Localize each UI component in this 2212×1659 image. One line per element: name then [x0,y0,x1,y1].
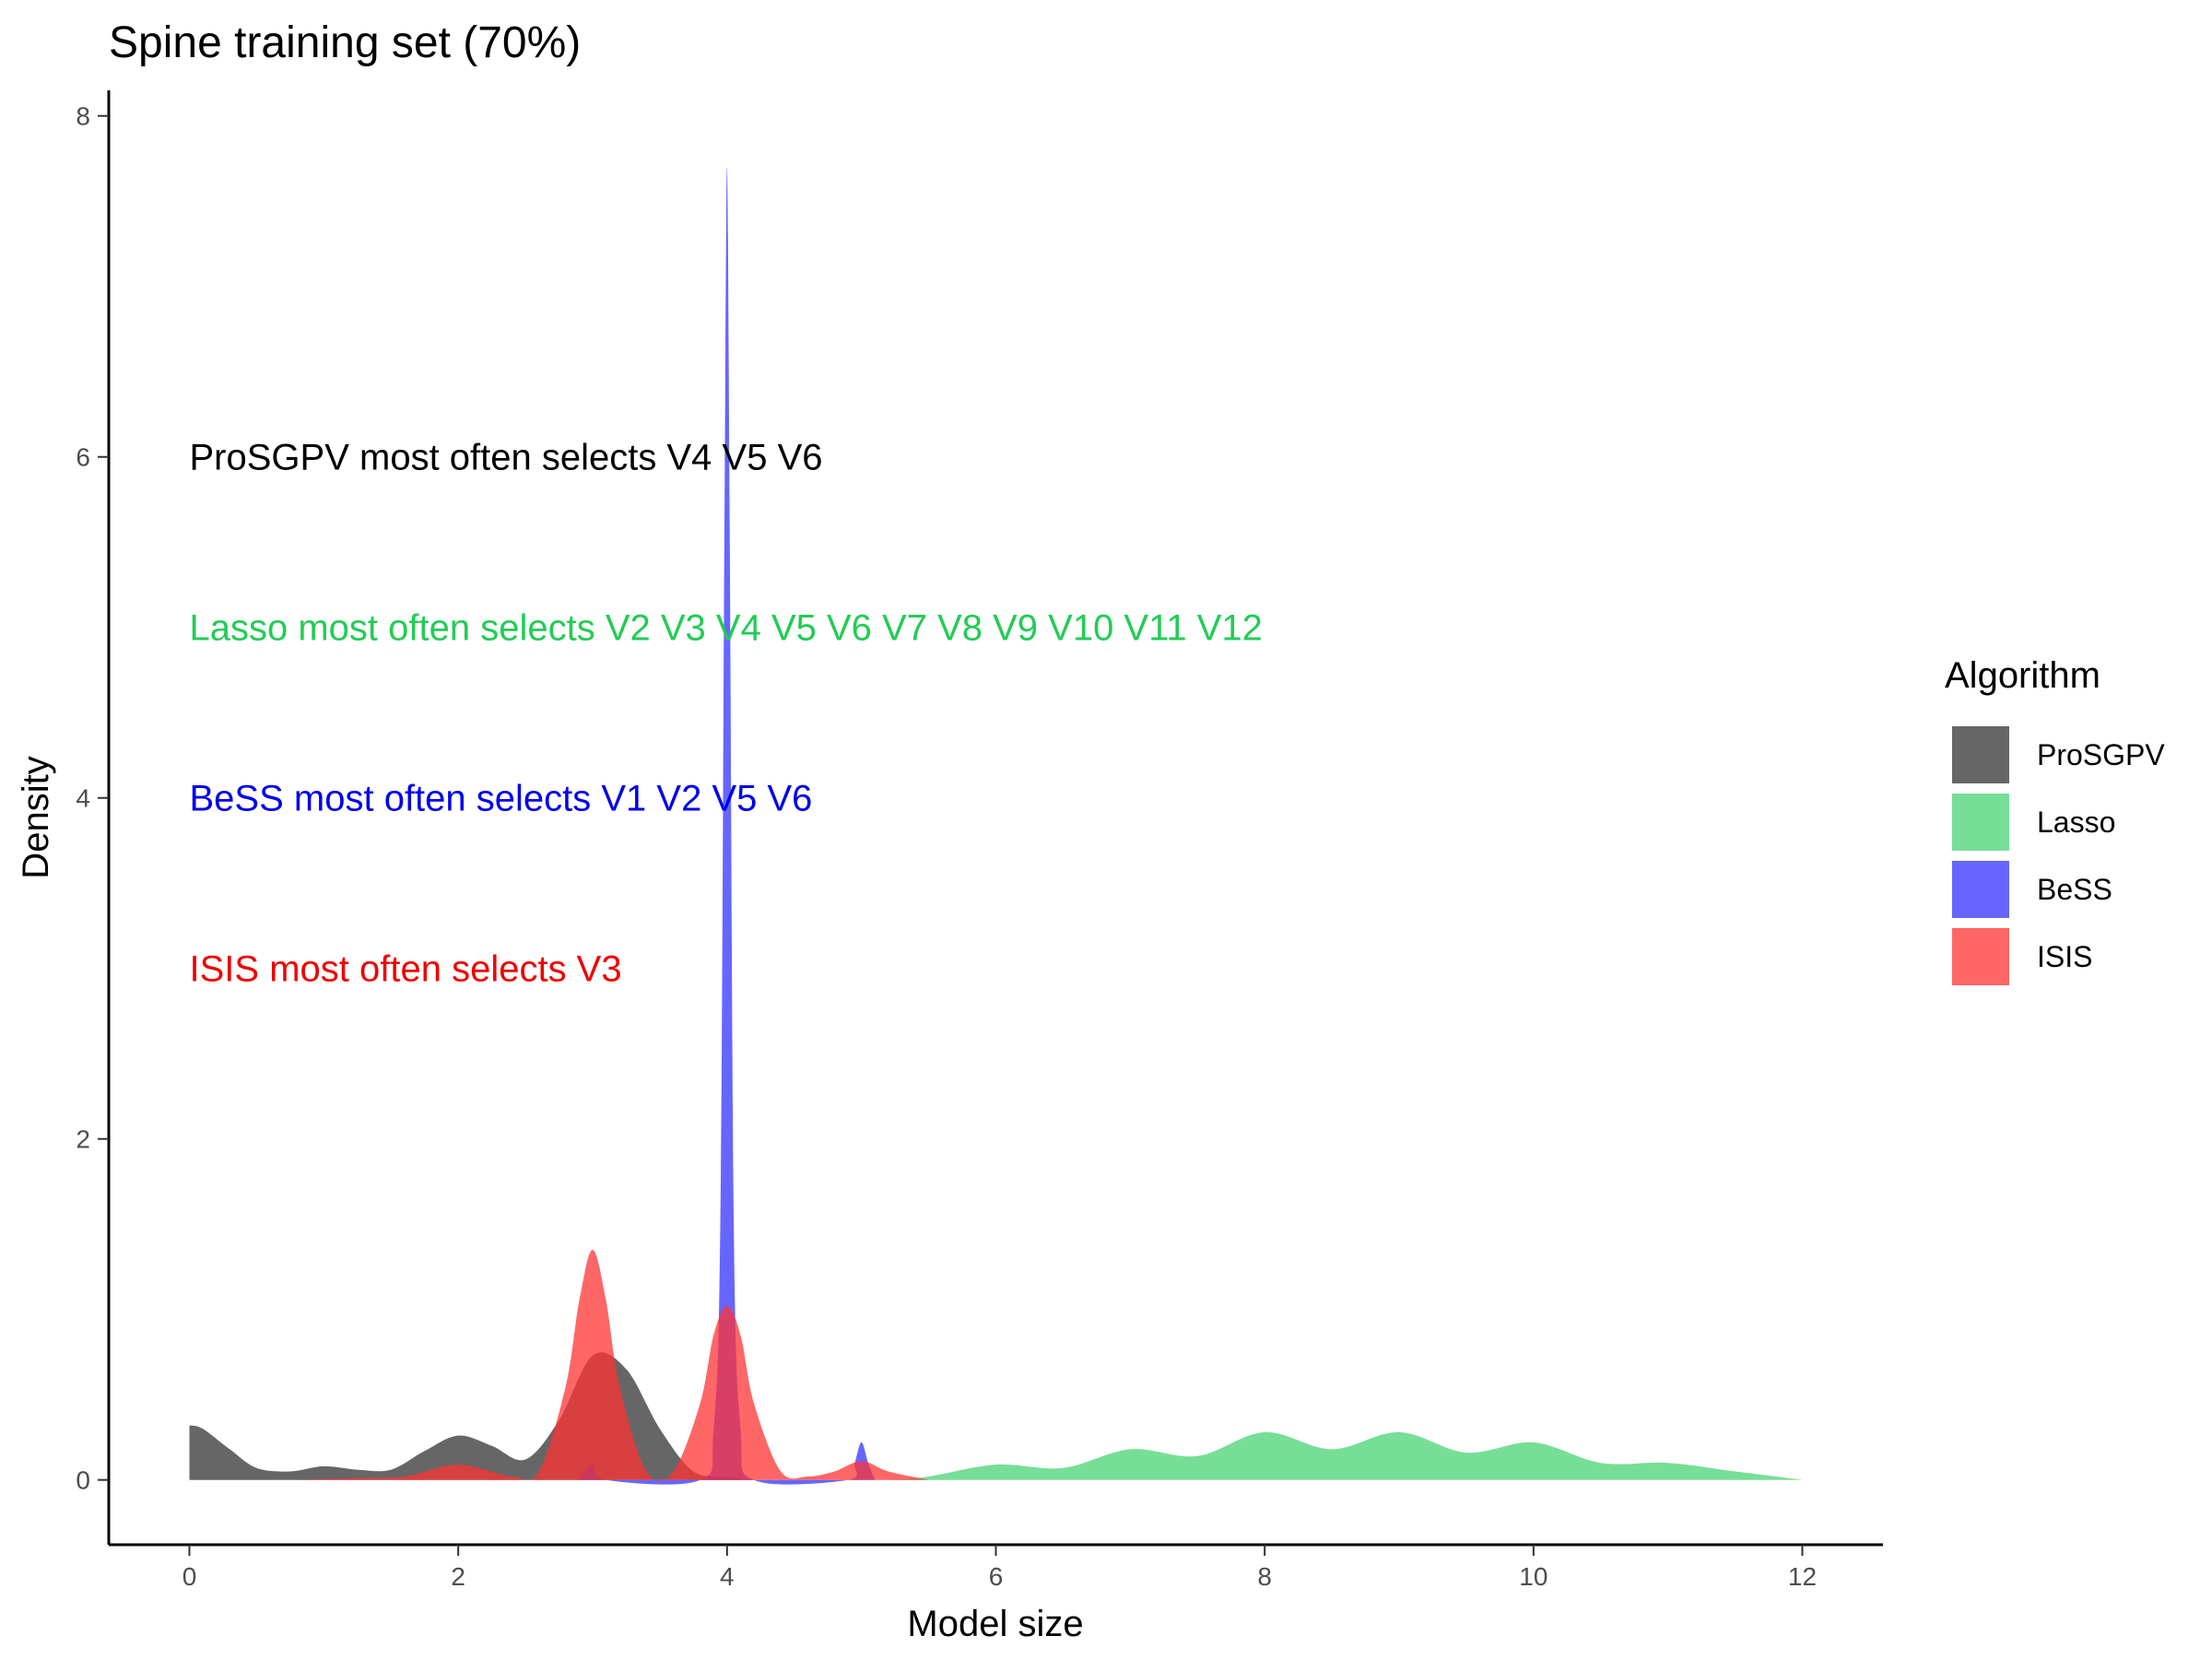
x-axis-title: Model size [907,1604,1083,1644]
y-tick-label: 8 [76,102,90,131]
x-tick-label: 2 [451,1562,465,1591]
y-tick-label: 4 [76,784,90,813]
x-tick-label: 10 [1519,1562,1547,1591]
y-tick-label: 6 [76,443,90,472]
legend-swatch-prosgpv [1952,726,2009,783]
legend-label-isis: ISIS [2037,940,2092,973]
y-ticks: 0 2 4 6 8 [76,102,109,1495]
annotations: ProSGPV most often selects V4 V5 V6 Lasso… [190,438,1263,990]
legend-label-bess: BeSS [2037,873,2112,906]
x-tick-label: 6 [989,1562,1004,1591]
annotation-4: ISIS most often selects V3 [190,949,622,990]
annotation-1: ProSGPV most often selects V4 V5 V6 [190,438,823,478]
density-area-lasso [888,1431,1803,1480]
x-tick-label: 12 [1788,1562,1817,1591]
legend: Algorithm ProSGPV Lasso BeSS ISIS [1945,655,2165,987]
legend-swatch-isis [1952,928,2009,985]
y-tick-label: 0 [76,1466,90,1495]
x-tick-label: 4 [720,1562,735,1591]
annotation-3: BeSS most often selects V1 V2 V5 V6 [190,779,813,819]
density-area-prosgpv [189,1352,754,1480]
y-tick-label: 2 [76,1125,90,1154]
plot-areas [189,167,1803,1485]
x-tick-label: 8 [1257,1562,1272,1591]
y-axis-title: Density [16,756,56,878]
density-area-isis [297,1250,929,1481]
density-area-bess [579,167,876,1485]
legend-label-lasso: Lasso [2037,806,2115,839]
legend-swatch-lasso [1952,794,2009,851]
x-tick-label: 0 [182,1562,197,1591]
legend-title: Algorithm [1945,655,2100,696]
x-ticks: 0 2 4 6 8 10 12 [182,1545,1817,1591]
legend-swatch-bess [1952,861,2009,918]
chart-title: Spine training set (70%) [109,18,581,67]
annotation-2: Lasso most often selects V2 V3 V4 V5 V6 … [190,608,1263,649]
legend-label-prosgpv: ProSGPV [2037,738,2165,771]
